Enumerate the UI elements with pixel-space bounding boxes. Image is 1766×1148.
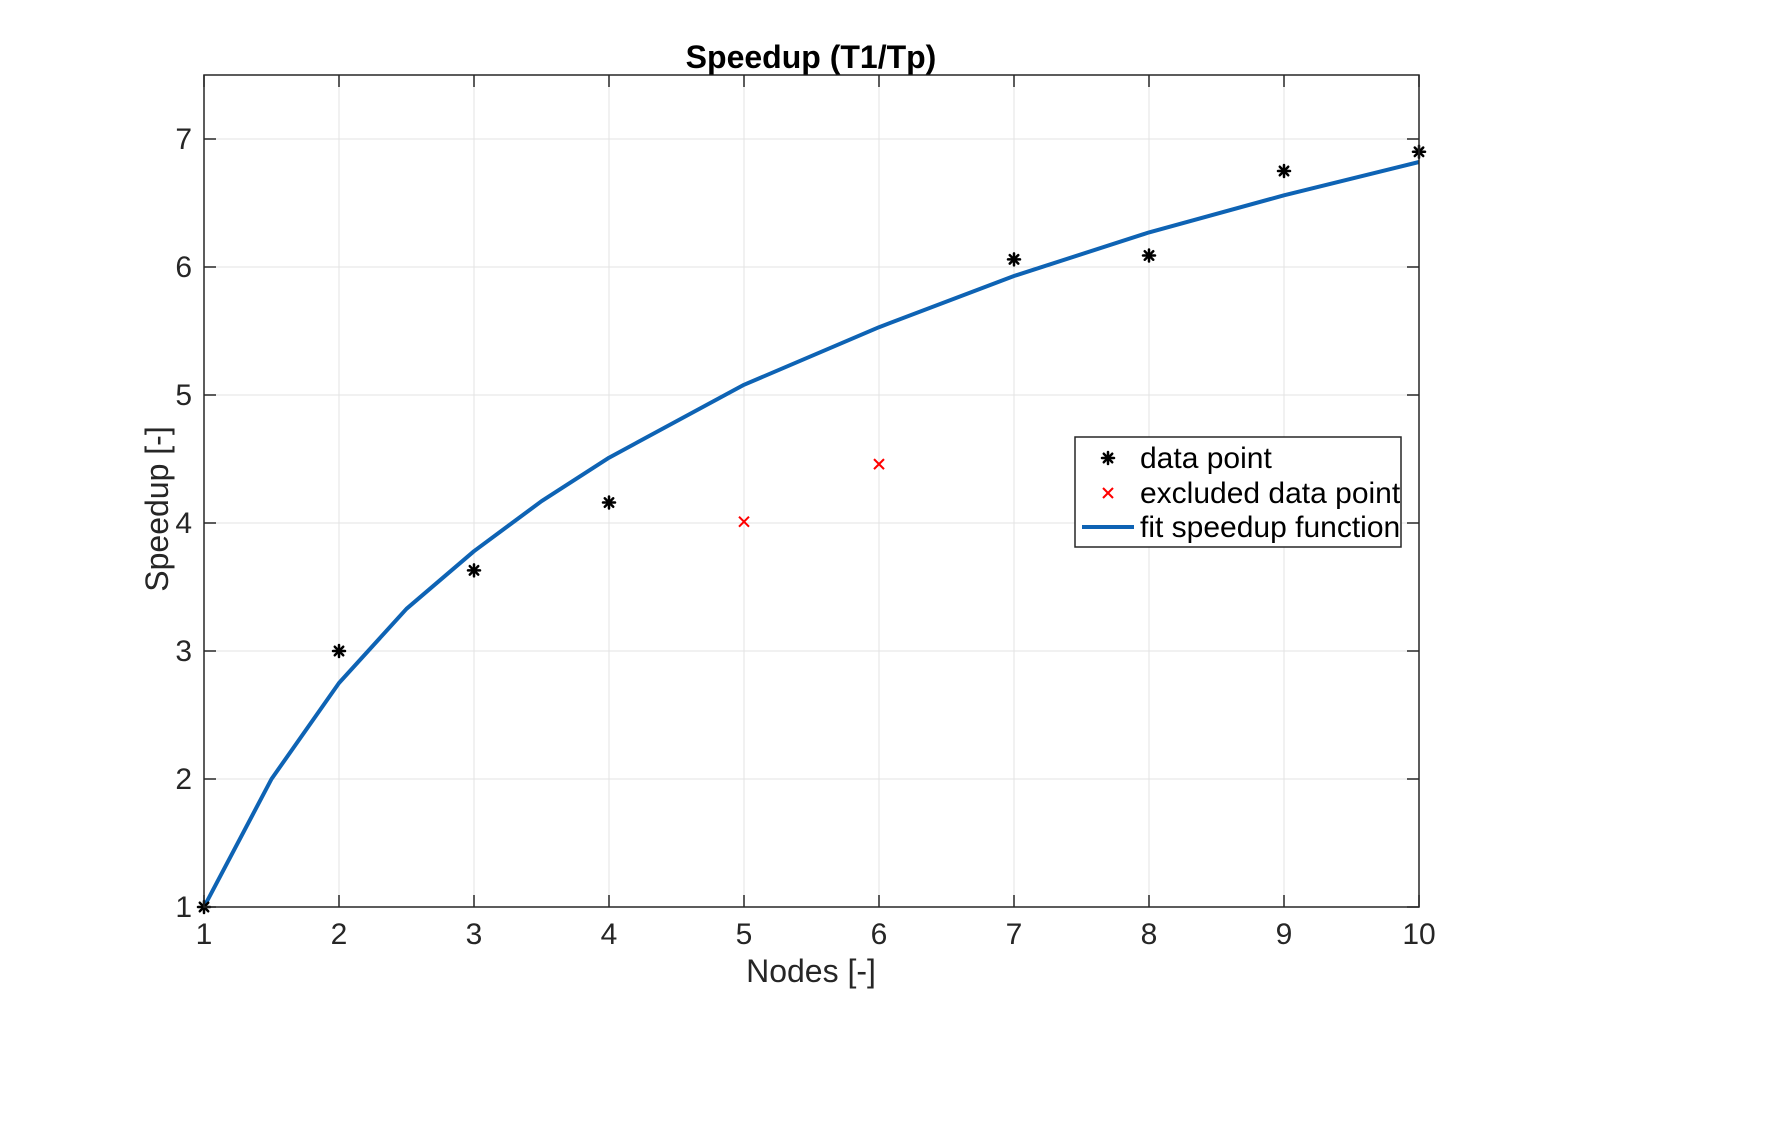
y-tick-labels: 1 2 3 4 5 6 7 (175, 123, 192, 924)
legend-label: fit speedup function (1140, 511, 1400, 544)
y-tick-label: 2 (175, 763, 192, 796)
y-tick-label: 4 (175, 507, 192, 540)
x-tick-label: 4 (601, 918, 618, 951)
legend-cross-swatch (1102, 487, 1114, 499)
x-tick-label: 2 (331, 918, 348, 951)
x-tick-label: 10 (1402, 918, 1435, 951)
x-tick-label: 8 (1141, 918, 1158, 951)
x-axis-title: Nodes [-] (746, 953, 876, 989)
x-tick-labels: 1 2 3 4 5 6 7 8 9 10 (196, 918, 1436, 951)
x-tick-label: 9 (1276, 918, 1293, 951)
data-point-marker (466, 563, 482, 578)
legend-asterisk-swatch (1100, 450, 1116, 466)
fit-speedup-line (202, 160, 1420, 908)
data-point-marker (1276, 163, 1292, 179)
data-point-marker (1141, 248, 1157, 263)
x-tick-label: 1 (196, 918, 213, 951)
y-tick-label: 5 (175, 379, 192, 412)
excluded-data-point-marker (738, 516, 750, 528)
y-tick-label: 3 (175, 635, 192, 668)
y-axis-title: Speedup [-] (139, 426, 175, 591)
chart-title: Speedup (T1/Tp) (686, 39, 937, 75)
x-tick-label: 5 (736, 918, 753, 951)
y-tick-label: 6 (175, 251, 192, 284)
x-tick-label: 6 (871, 918, 888, 951)
legend-label: data point (1140, 442, 1272, 475)
data-point-marker (1006, 252, 1022, 267)
plot-frame (203, 74, 1420, 908)
data-point-marker (331, 643, 347, 659)
legend-label: excluded data point (1140, 477, 1401, 510)
y-tick-label: 1 (175, 891, 192, 924)
x-tick-label: 3 (466, 918, 483, 951)
x-tick-label: 7 (1006, 918, 1023, 951)
excluded-data-point-marker (873, 458, 885, 470)
data-point-marker (601, 495, 617, 510)
y-tick-label: 7 (175, 123, 192, 156)
